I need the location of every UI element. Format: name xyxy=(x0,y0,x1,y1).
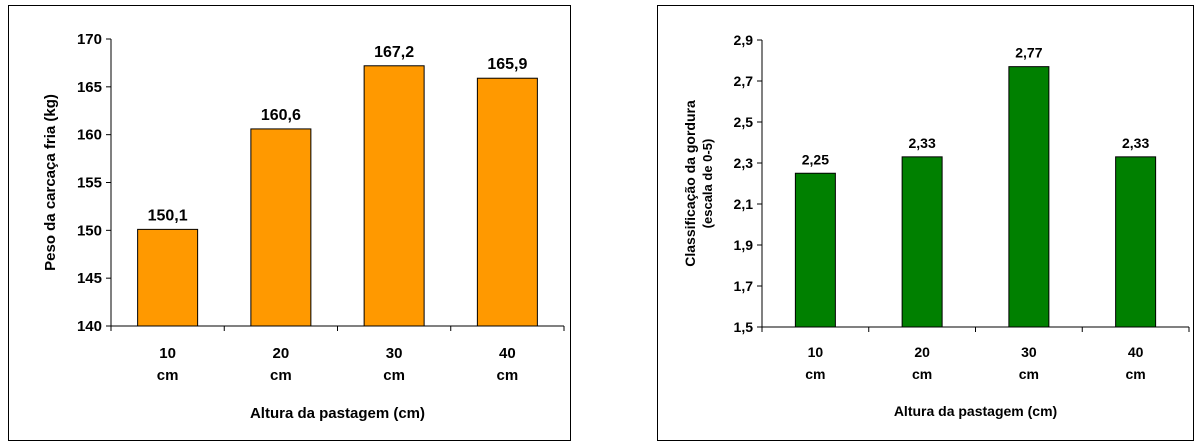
data-label: 167,2 xyxy=(374,44,414,61)
x-axis-title: Altura da pastagem (cm) xyxy=(894,403,1057,419)
y-tick-label: 2,3 xyxy=(734,155,754,171)
bar xyxy=(363,65,425,327)
data-label: 2,33 xyxy=(909,135,936,151)
x-axis-title: Altura da pastagem (cm) xyxy=(250,405,425,422)
data-label: 2,33 xyxy=(1122,135,1149,151)
y-tick-label: 2,9 xyxy=(734,32,754,48)
x-tick-label: cm xyxy=(805,366,825,382)
x-tick-label: 20 xyxy=(273,345,290,362)
x-tick-label: cm xyxy=(383,367,405,384)
y-tick-label: 170 xyxy=(77,31,102,48)
y-tick-label: 1,7 xyxy=(734,278,754,294)
chart-right-panel: 1,5 1,7 1,9 2,1 2,3 2,5 2,7 2,9 2,25 10 cm 2,33 20 cm… xyxy=(657,5,1194,441)
x-tick-label: 30 xyxy=(386,345,403,362)
x-tick-label: cm xyxy=(912,366,932,382)
x-tick-label: cm xyxy=(1019,366,1039,382)
y-axis-title: Classificação da gordura xyxy=(682,100,698,267)
y-tick-label: 2,5 xyxy=(734,114,754,130)
y-tick-label: 1,5 xyxy=(734,319,754,335)
data-label: 2,77 xyxy=(1015,45,1042,61)
data-label: 160,6 xyxy=(261,107,301,124)
carcass-weight-chart: 140 145 150 155 160 165 170 150,1 10 cm 160,6 20 cm 1… xyxy=(42,31,565,422)
y-tick-label: 165 xyxy=(77,79,102,96)
bar xyxy=(901,156,943,328)
y-tick-label: 2,7 xyxy=(734,73,754,89)
chart-left-panel: 140 145 150 155 160 165 170 150,1 10 cm 160,6 20 cm 1… xyxy=(8,5,571,441)
data-label: 165,9 xyxy=(487,56,527,73)
y-axis-title-line2: (escala de 0-5) xyxy=(700,139,715,229)
bar xyxy=(476,77,538,327)
x-tick-label: 10 xyxy=(808,344,824,360)
bar xyxy=(1115,156,1157,328)
x-tick-label: cm xyxy=(497,367,519,384)
y-tick-label: 140 xyxy=(77,318,102,335)
x-tick-label: 20 xyxy=(914,344,930,360)
data-label: 2,25 xyxy=(802,151,829,167)
x-tick-label: 40 xyxy=(1128,344,1144,360)
y-axis-title: Peso da carcaça fria (kg) xyxy=(42,94,59,271)
bar xyxy=(1008,66,1050,328)
x-tick-label: cm xyxy=(157,367,179,384)
bar xyxy=(250,128,312,327)
bar xyxy=(137,228,199,327)
fat-score-chart: 1,5 1,7 1,9 2,1 2,3 2,5 2,7 2,9 2,25 10 cm 2,33 20 cm… xyxy=(682,32,1190,419)
y-tick-label: 2,1 xyxy=(734,196,754,212)
y-tick-label: 145 xyxy=(77,270,102,287)
x-tick-label: 30 xyxy=(1021,344,1037,360)
data-label: 150,1 xyxy=(148,207,188,224)
x-tick-label: 40 xyxy=(499,345,516,362)
y-tick-label: 160 xyxy=(77,127,102,144)
x-tick-label: 10 xyxy=(159,345,176,362)
bar xyxy=(794,172,836,328)
y-tick-label: 155 xyxy=(77,175,102,192)
y-tick-label: 1,9 xyxy=(734,237,754,253)
y-tick-label: 150 xyxy=(77,222,102,239)
x-tick-label: cm xyxy=(270,367,292,384)
x-tick-label: cm xyxy=(1126,366,1146,382)
